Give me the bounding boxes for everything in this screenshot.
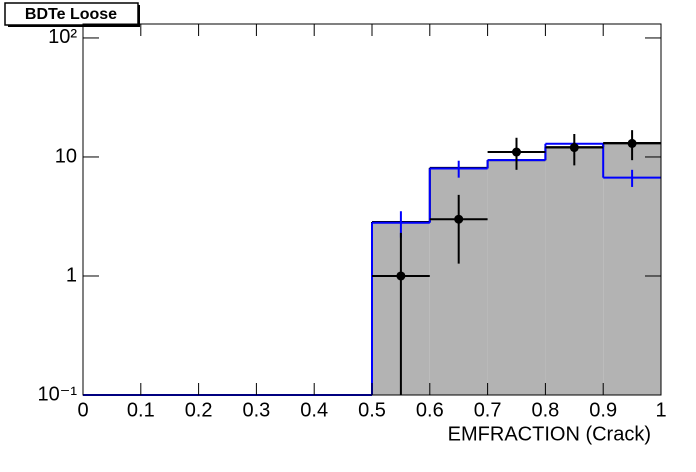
data-point bbox=[396, 271, 406, 281]
x-axis-label: EMFRACTION (Crack) bbox=[448, 423, 651, 445]
y-tick-label: 1 bbox=[66, 264, 77, 286]
x-tick-label: 0.1 bbox=[127, 399, 155, 421]
x-tick-label: 0.7 bbox=[474, 399, 502, 421]
x-tick-label: 0.4 bbox=[300, 399, 328, 421]
x-tick-label: 0.6 bbox=[416, 399, 444, 421]
data-point bbox=[569, 143, 579, 153]
data-point bbox=[512, 147, 521, 157]
y-tick-label: 10² bbox=[48, 26, 77, 48]
x-tick-label: 0.9 bbox=[589, 399, 617, 421]
data-point bbox=[627, 138, 637, 148]
y-tick-label: 10⁻¹ bbox=[38, 383, 78, 405]
x-tick-label: 0.8 bbox=[531, 399, 559, 421]
x-tick-label: 0.5 bbox=[358, 399, 386, 421]
x-tick-label: 0.3 bbox=[242, 399, 270, 421]
x-tick-label: 0 bbox=[77, 399, 88, 421]
x-tick-label: 0.2 bbox=[185, 399, 213, 421]
histogram-bar bbox=[545, 147, 604, 395]
histogram-bar bbox=[487, 160, 546, 395]
y-tick-label: 10 bbox=[55, 145, 77, 167]
x-tick-label: 1 bbox=[655, 399, 666, 421]
data-point bbox=[454, 214, 464, 224]
chart-title: BDTe Loose bbox=[25, 6, 117, 23]
